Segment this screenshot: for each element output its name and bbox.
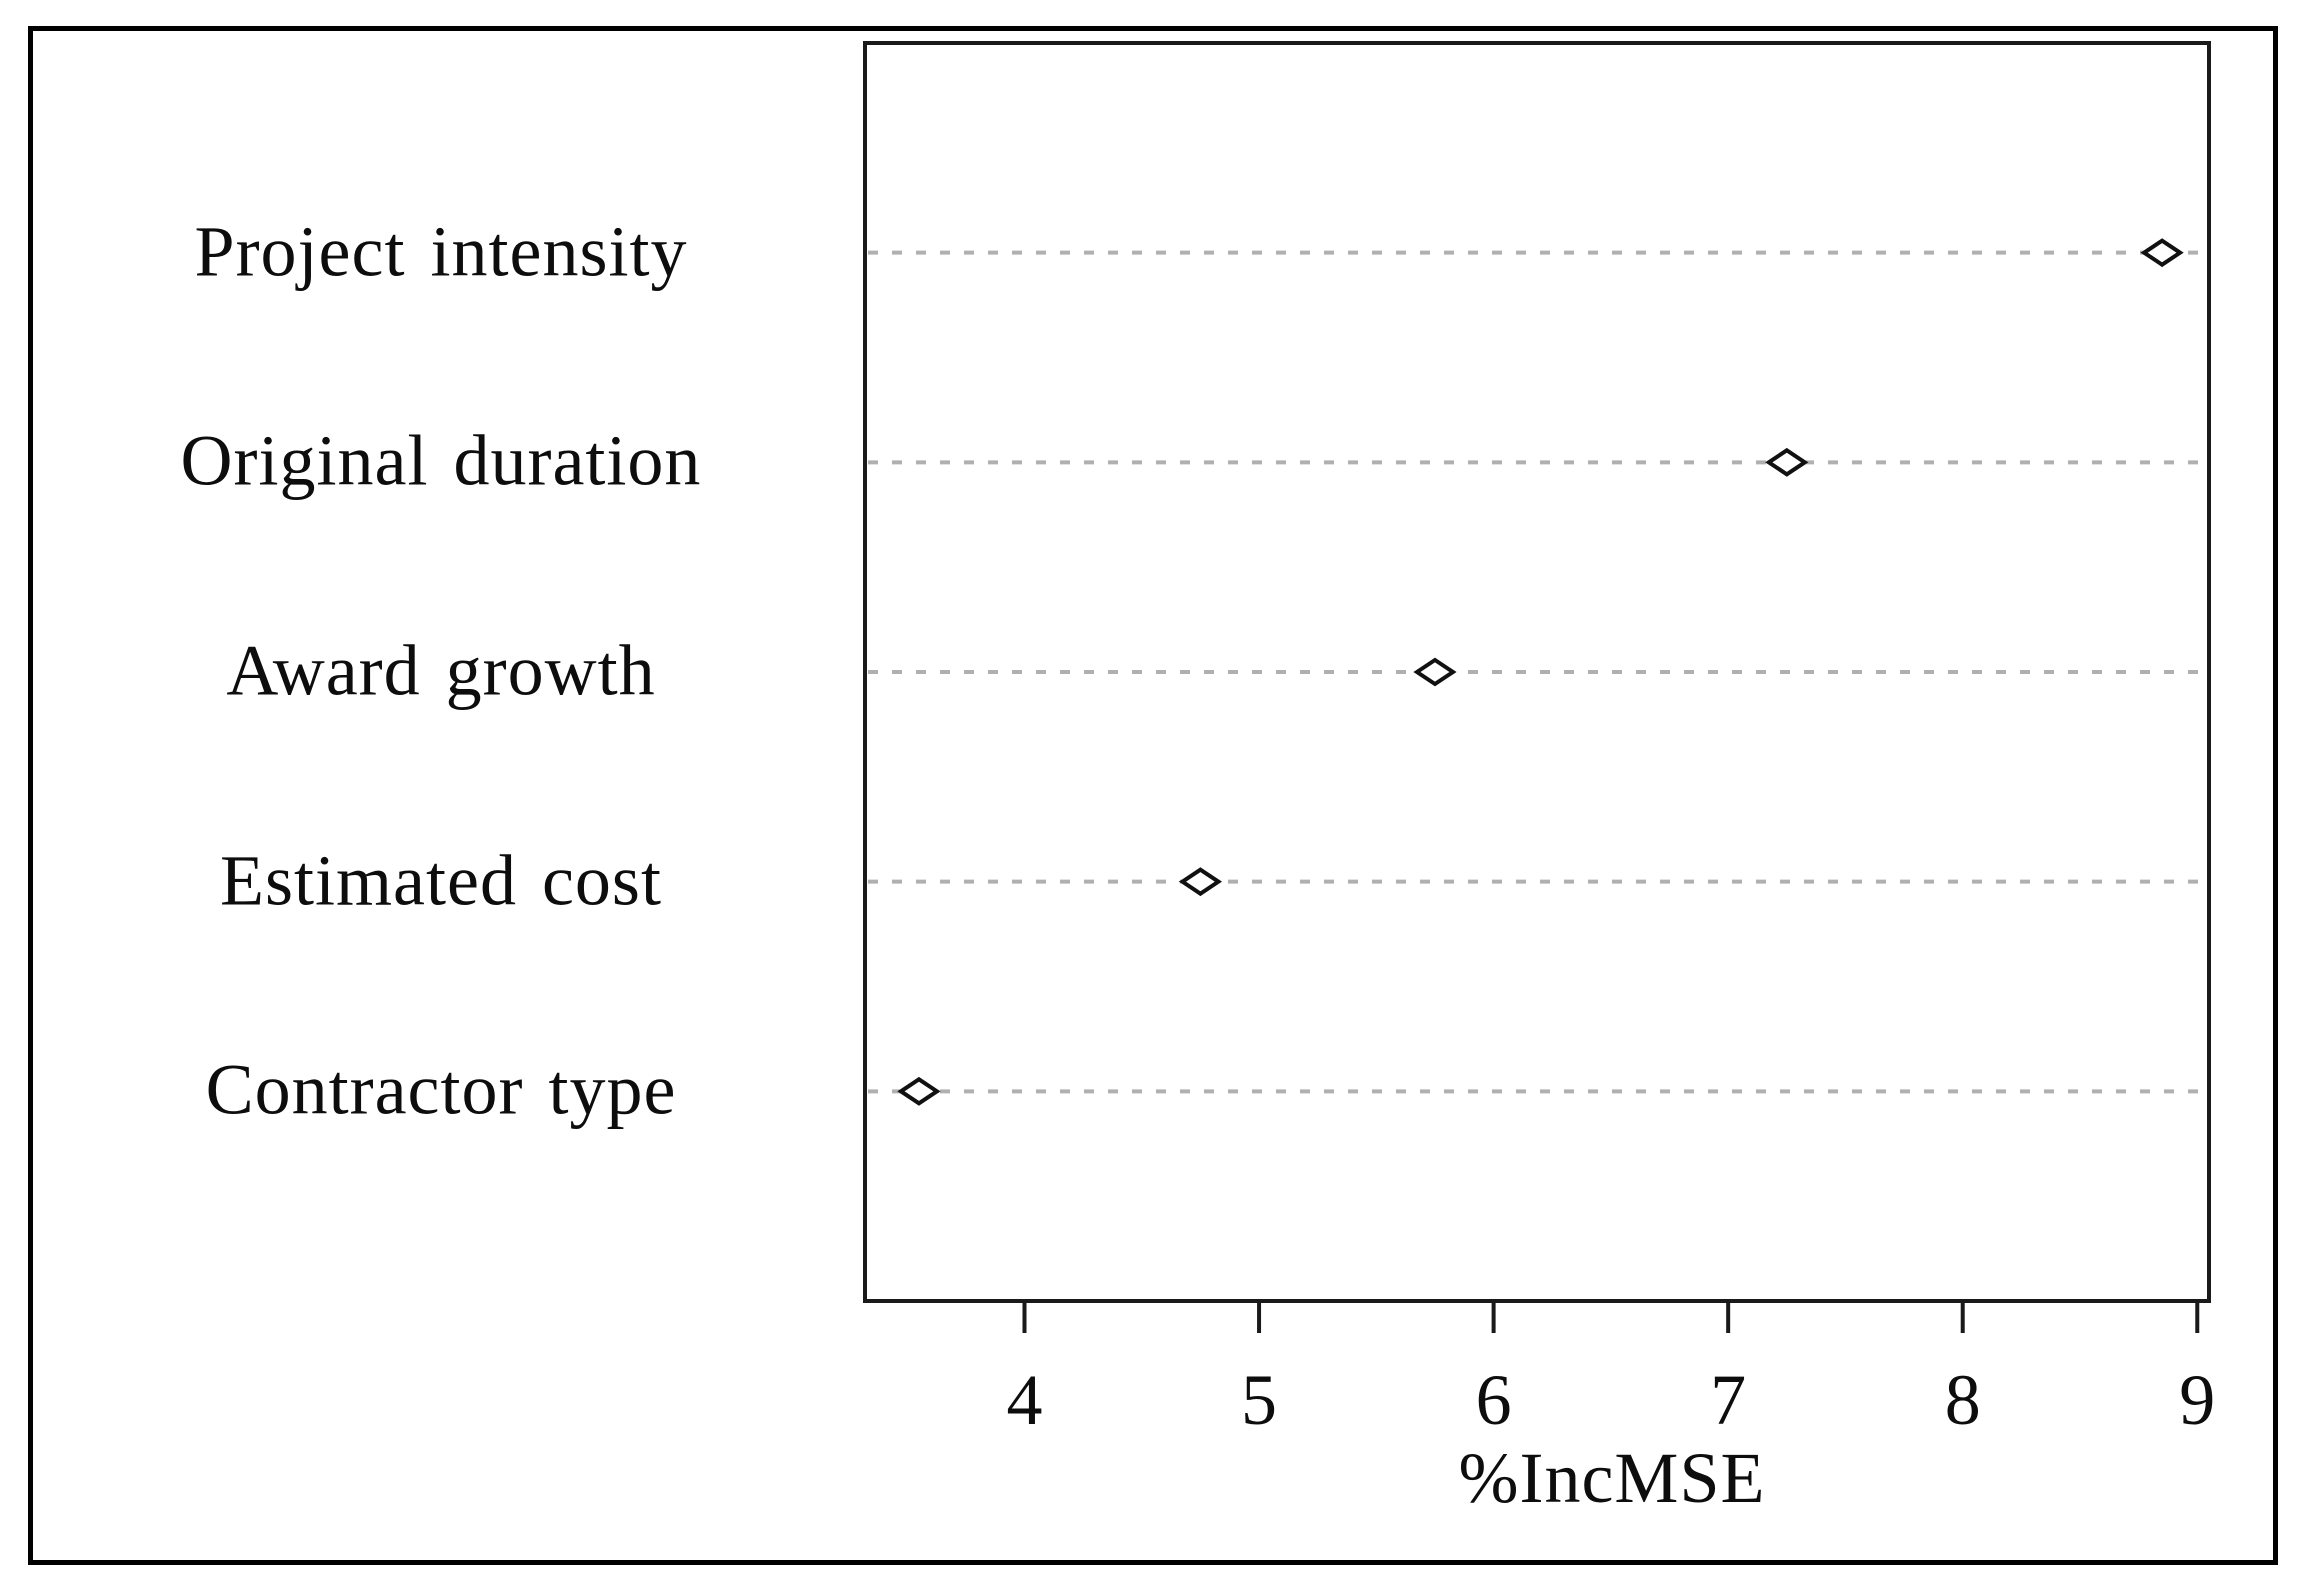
x-axis-title: %IncMSE — [1458, 1438, 1766, 1518]
x-tick-label: 6 — [1475, 1360, 1512, 1440]
figure-border — [28, 26, 2278, 1565]
data-point-diamond — [1178, 867, 1223, 897]
category-label-contractor-type: Contractor type — [205, 1049, 677, 1130]
x-tick-label: 4 — [1006, 1360, 1043, 1440]
data-point-diamond — [1765, 447, 1809, 477]
x-tick-label: 5 — [1241, 1360, 1278, 1440]
x-tick-label: 9 — [2179, 1360, 2216, 1440]
category-label-award-growth: Award growth — [226, 630, 656, 711]
category-label-original-duration: Original duration — [180, 420, 702, 501]
data-point-diamond — [2140, 238, 2184, 268]
category-label-estimated-cost: Estimated cost — [220, 840, 662, 921]
x-tick-label: 8 — [1944, 1360, 1981, 1440]
category-label-project-intensity: Project intensity — [194, 211, 688, 292]
data-point-diamond — [897, 1076, 941, 1106]
plot-box — [863, 41, 2211, 1303]
x-tick-label: 7 — [1710, 1360, 1747, 1440]
data-point-diamond — [1413, 657, 1457, 687]
